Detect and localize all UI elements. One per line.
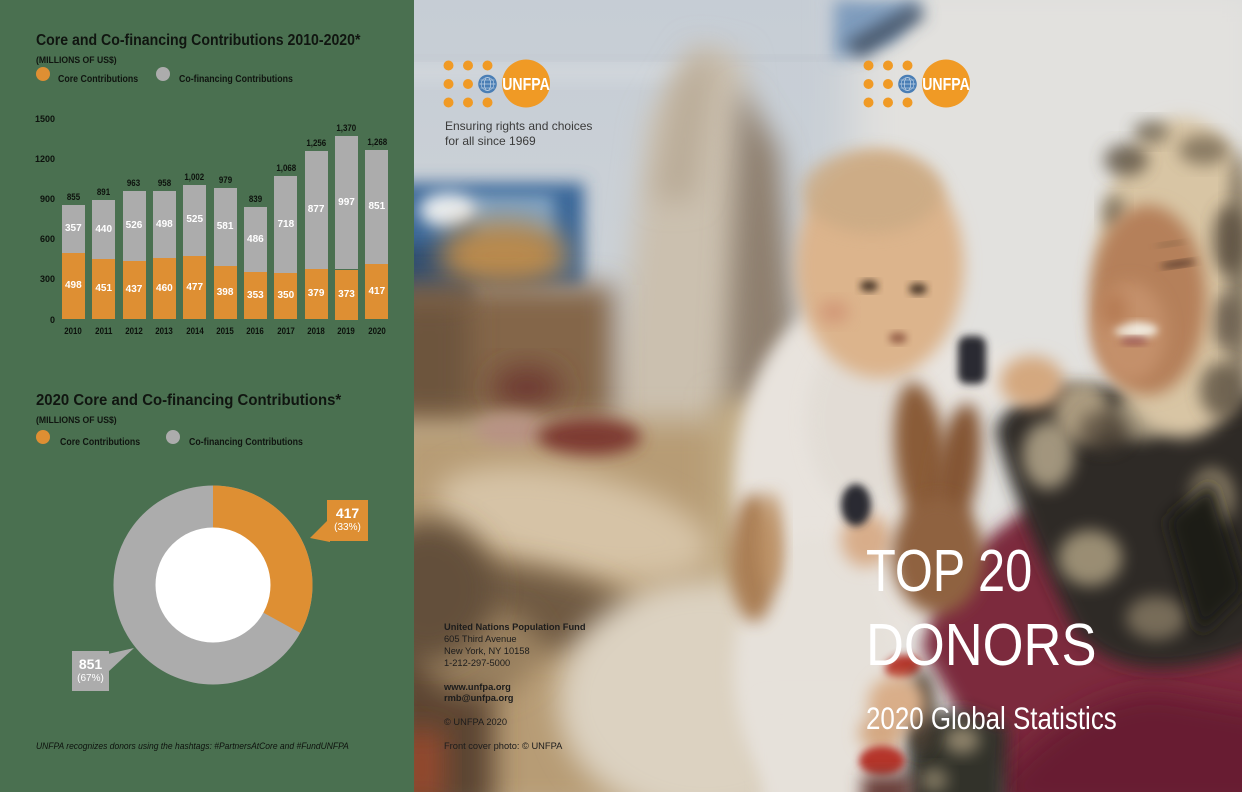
svg-text:UNFPA: UNFPA	[922, 74, 970, 94]
svg-text:UNFPA: UNFPA	[502, 74, 550, 94]
